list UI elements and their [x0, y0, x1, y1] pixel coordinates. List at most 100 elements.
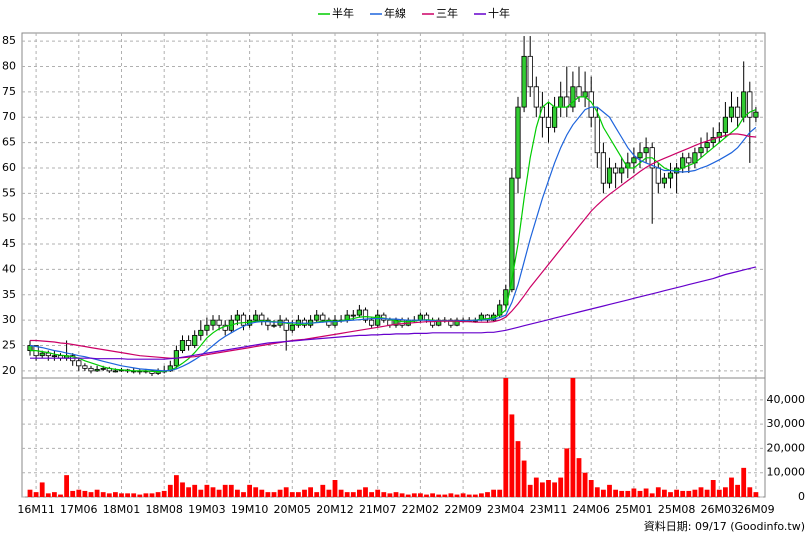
- candle-body: [356, 309, 363, 316]
- volume-bar: [314, 492, 320, 497]
- volume-bar: [204, 484, 210, 497]
- candle-body: [375, 314, 381, 326]
- volume-bar: [369, 492, 374, 497]
- x-tick-label: 21M07: [359, 503, 397, 516]
- candle-body: [210, 319, 216, 326]
- candle-body: [509, 177, 515, 291]
- volume-bar: [424, 494, 429, 497]
- y-tick-label: 40: [2, 262, 16, 275]
- footer: 資料日期: 09/17 (Goodinfo.tw): [644, 519, 805, 533]
- volume-bar: [521, 460, 527, 497]
- volume-bar: [625, 490, 631, 497]
- volume-bar: [588, 480, 594, 497]
- volume-bar: [350, 492, 356, 497]
- y-tick-label: 30,000: [767, 417, 806, 430]
- y-tick-label: 70: [2, 110, 16, 123]
- volume-bar: [344, 492, 350, 497]
- volume-bar: [753, 492, 759, 497]
- x-tick-label: 22M02: [402, 503, 440, 516]
- candle-body: [362, 309, 369, 321]
- candle-body: [332, 319, 338, 326]
- volume-bar: [167, 484, 173, 497]
- volume-bar: [161, 490, 167, 497]
- candle-body: [185, 340, 192, 346]
- candle-body: [320, 314, 326, 321]
- volume-bar: [58, 494, 63, 497]
- x-tick-label: 22M09: [444, 503, 482, 516]
- candle-body: [88, 367, 94, 372]
- candle-body: [533, 86, 539, 108]
- volume-bar: [564, 448, 570, 497]
- volume-bar: [45, 493, 51, 497]
- candle-body: [741, 91, 747, 118]
- volume-bar: [607, 484, 612, 497]
- candle-body: [570, 86, 576, 108]
- volume-bar: [241, 492, 246, 497]
- x-tick-label: 17M06: [60, 503, 98, 516]
- volume-bar: [570, 378, 576, 497]
- volume-bar: [155, 492, 161, 497]
- volume-bar: [442, 494, 448, 497]
- y-tick-label: 65: [2, 136, 16, 149]
- x-tick-label: 23M04: [487, 503, 525, 516]
- volume-bar: [497, 489, 503, 497]
- volume-bar: [192, 484, 198, 497]
- volume-bar: [39, 482, 45, 497]
- volume-bar: [381, 492, 387, 497]
- volume-bar: [698, 487, 704, 497]
- volume-bar: [503, 378, 509, 497]
- candle-body: [527, 55, 533, 88]
- ma-line: [30, 133, 756, 359]
- candle-body: [704, 142, 710, 149]
- volume-bar: [643, 488, 649, 497]
- candle-body: [51, 355, 58, 358]
- volume-bar: [747, 487, 753, 497]
- volume-bar: [649, 493, 655, 497]
- candle-body: [289, 324, 295, 331]
- candle-body: [545, 116, 552, 128]
- x-tick-label: 18M01: [103, 503, 141, 516]
- volume-bar: [479, 493, 484, 497]
- volume-bar: [338, 489, 344, 497]
- candle-body: [558, 96, 564, 108]
- x-tick-label: 20M12: [316, 503, 354, 516]
- candle-body: [686, 157, 692, 164]
- volume-bar: [692, 489, 698, 497]
- volume-bar: [271, 492, 277, 497]
- volume-bar: [399, 493, 405, 497]
- volume-bar: [704, 489, 710, 497]
- volume-bar: [723, 487, 728, 497]
- legend-label: 年線: [384, 6, 406, 20]
- volume-bar: [70, 490, 76, 497]
- volume-bar: [186, 487, 191, 497]
- candle-body: [735, 106, 741, 118]
- candle-body: [198, 329, 204, 336]
- volume-bar: [454, 494, 460, 497]
- volume-bar: [289, 492, 295, 497]
- volume-bar: [515, 441, 521, 497]
- candle-body: [722, 116, 729, 133]
- x-tick-label: 18M08: [145, 503, 183, 516]
- candle-body: [753, 111, 759, 118]
- volume-bar: [302, 489, 307, 497]
- y-tick-label: 30: [2, 313, 16, 326]
- x-tick-label: 25M01: [615, 503, 653, 516]
- volume-bar: [405, 494, 411, 497]
- volume-bar: [332, 480, 338, 497]
- candle-body: [112, 370, 118, 373]
- volume-bar: [33, 492, 39, 497]
- volume-bar: [735, 484, 740, 497]
- candle-body: [179, 340, 186, 352]
- candle-body: [606, 167, 613, 184]
- volume-bar: [582, 472, 588, 497]
- volume-bar: [613, 489, 618, 497]
- volume-bar: [729, 477, 734, 497]
- volume-bar: [296, 492, 301, 497]
- volume-bar: [680, 490, 686, 497]
- candle-body: [94, 368, 100, 372]
- volume-bar: [637, 490, 643, 497]
- candle-body: [314, 314, 320, 321]
- volume-bar: [546, 480, 551, 497]
- volume-bar: [137, 494, 143, 497]
